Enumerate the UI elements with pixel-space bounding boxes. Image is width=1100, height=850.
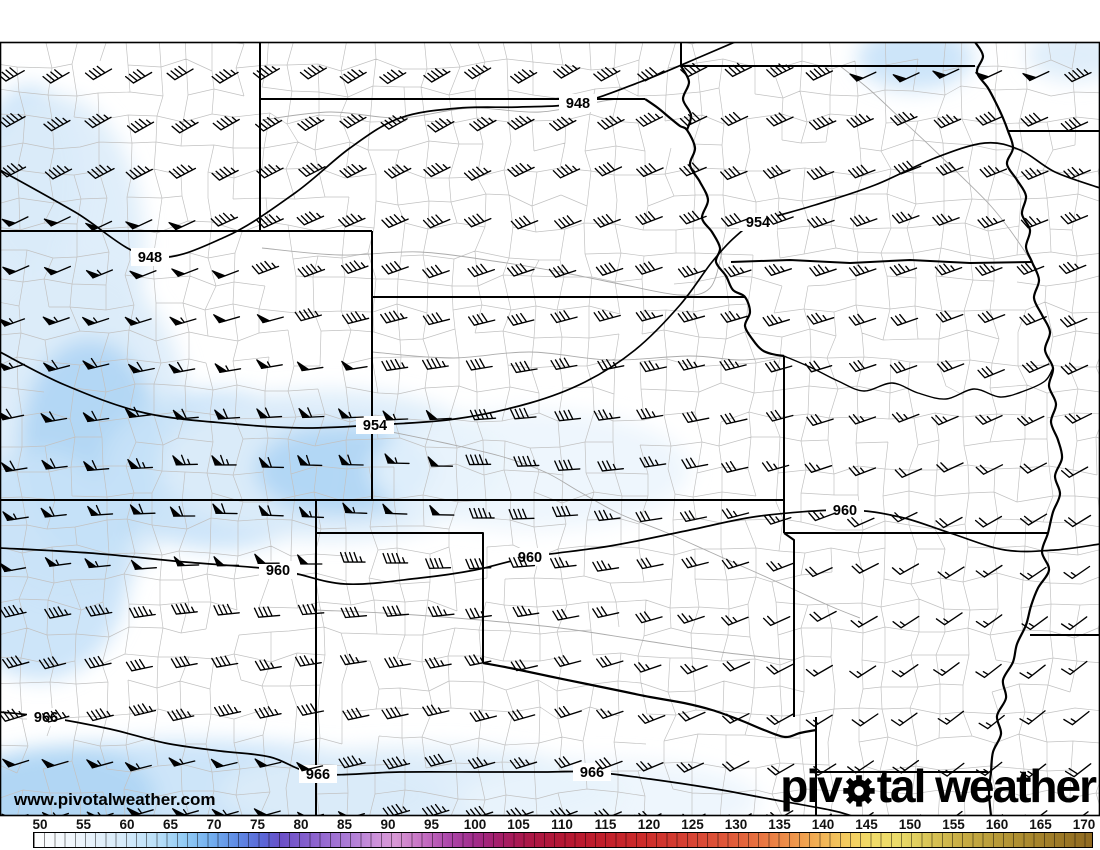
contour-label-bg [259,561,297,579]
colorbar-tick: 155 [942,817,965,832]
county-lines-layer [1,43,1099,815]
colorbar-tick: 150 [898,817,922,832]
height-contour-954 [1,141,1099,429]
wind-speed-colorbar [33,832,1093,848]
colorbar-tick: 65 [162,817,179,832]
colorbar-tick: 125 [681,817,704,832]
brand-text-left: piv [780,760,842,812]
colorbar-tick: 160 [985,817,1009,832]
contour-label-948: 948 [138,250,162,266]
contour-label-948: 948 [566,96,590,112]
colorbar-tick: 135 [768,817,791,832]
colorbar-tick: 60 [119,817,135,832]
brand-text-right: tal weather [876,760,1097,812]
colorbar-tick: 95 [423,817,440,832]
contour-label-966: 966 [580,765,604,781]
watermark-url: www.pivotalweather.com [14,790,216,809]
brand-watermark: piv tal weather [780,760,1097,812]
colorbar-cell-separators [34,833,1092,847]
contour-label-954: 954 [363,418,387,434]
height-contour-966 [1,711,852,815]
colorbar-tick: 110 [551,817,573,832]
colorbar-tick: 70 [206,817,222,832]
colorbar-tick: 170 [1072,817,1096,832]
colorbar-tick: 115 [594,817,617,832]
colorbar-tick-labels: 50 55 60 65 70 75 80 85 90 95 100 105 110 115 120 125 13… [0,817,1100,832]
colorbar-tick: 55 [75,817,92,832]
contour-label-966: 966 [306,767,330,783]
gear-icon [840,769,878,807]
contour-label-960: 960 [266,563,290,579]
colorbar-tick: 75 [249,817,266,832]
contour-label-bg [826,501,864,519]
contour-label-bg [356,416,394,434]
colorbar-tick: 85 [336,817,353,832]
colorbar-tick: 130 [724,817,748,832]
colorbar-tick: 80 [293,817,309,832]
colorbar-tick: 140 [811,817,835,832]
contour-label-960: 960 [833,503,857,519]
colorbar-tick: 120 [637,817,661,832]
wind-barbs-layer [1,62,1093,815]
colorbar-tick: 50 [32,817,48,832]
colorbar-tick: 105 [507,817,530,832]
contour-label-bg [27,708,65,726]
contour-label-bg [131,248,169,266]
contour-label-954: 954 [746,215,770,231]
colorbar-tick: 90 [380,817,396,832]
colorbar-tick: 165 [1029,817,1052,832]
contour-label-960: 960 [518,550,542,566]
contour-label-bg [559,94,597,112]
colorbar-tick: 145 [855,817,878,832]
colorbar-tick: 100 [463,817,487,832]
